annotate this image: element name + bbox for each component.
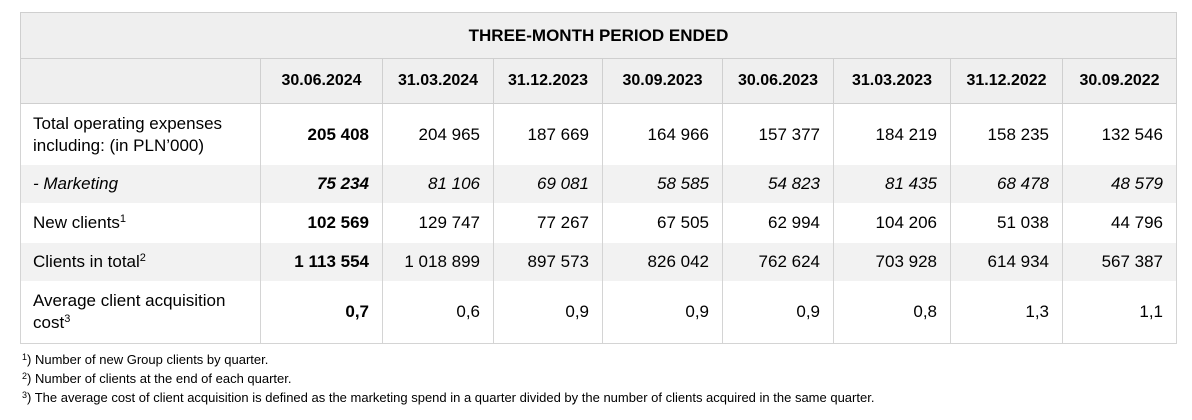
group-header-row: THREE-MONTH PERIOD ENDED: [19, 12, 1178, 59]
period-header-row: 30.06.2024 31.03.2024 31.12.2023 30.09.2…: [20, 58, 1178, 104]
footnote: 3) The average cost of client acquisitio…: [22, 388, 874, 407]
period-header: 30.09.2022: [1061, 58, 1178, 104]
footnote-ref: 3: [64, 313, 71, 325]
footnote: 2) Number of clients at the end of each …: [22, 369, 874, 388]
cell-value: 187 669: [493, 103, 603, 165]
period-header: 31.03.2023: [833, 58, 951, 104]
row-label-line1: Total operating expenses: [33, 113, 223, 133]
period-header: 31.03.2024: [382, 58, 494, 104]
cell-value: 205 408: [260, 103, 383, 165]
group-header: THREE-MONTH PERIOD ENDED: [19, 12, 1178, 59]
footnote-mark: 3: [22, 390, 28, 400]
cell-value: 567 387: [1061, 243, 1178, 281]
cell-value: 48 579: [1061, 165, 1178, 203]
footnotes: 1) Number of new Group clients by quarte…: [22, 350, 874, 407]
cell-value: 1 113 554: [260, 243, 383, 281]
cell-value: 75 234: [260, 165, 383, 203]
row-label: Average client acquisition cost3: [20, 281, 261, 344]
cell-value: 81 106: [382, 165, 494, 203]
cell-value: 129 747: [382, 203, 494, 243]
cell-value: 703 928: [833, 243, 951, 281]
cell-value: 0,7: [260, 281, 383, 344]
cell-value: 69 081: [493, 165, 603, 203]
row-label: New clients1: [20, 203, 261, 243]
cell-value: 102 569: [260, 203, 383, 243]
cell-value: 44 796: [1061, 203, 1178, 243]
row-label: Total operating expenses including: (in P…: [20, 103, 261, 165]
cell-value: 68 478: [950, 165, 1063, 203]
footnote-text: ) The average cost of client acquisition…: [27, 390, 875, 405]
row-new-clients: New clients1 102 569 129 747 77 267 67 5…: [20, 203, 1178, 243]
cell-value: 164 966: [602, 103, 723, 165]
cell-value: 104 206: [833, 203, 951, 243]
cell-value: 0,6: [382, 281, 494, 344]
empty-header-cell: [20, 58, 261, 104]
cell-value: 762 624: [722, 243, 834, 281]
footnote-ref: 1: [119, 213, 127, 225]
cell-value: 0,9: [722, 281, 834, 344]
row-label-line2: including: (in PLN’000): [33, 135, 205, 155]
cell-value: 58 585: [602, 165, 723, 203]
row-average-acquisition-cost: Average client acquisition cost3 0,7 0,6 …: [20, 281, 1178, 344]
row-total-operating-expenses: Total operating expenses including: (in P…: [20, 103, 1178, 165]
cell-value: 826 042: [602, 243, 723, 281]
row-clients-in-total: Clients in total2 1 113 554 1 018 899 89…: [20, 243, 1178, 281]
footnote-ref: 2: [139, 252, 146, 264]
cell-value: 614 934: [950, 243, 1063, 281]
cell-value: 184 219: [833, 103, 951, 165]
row-label-line2: cost: [33, 313, 65, 332]
cell-value: 204 965: [382, 103, 494, 165]
cell-value: 0,9: [493, 281, 603, 344]
cell-value: 0,9: [602, 281, 723, 344]
cell-value: 51 038: [950, 203, 1063, 243]
period-header: 30.06.2023: [722, 58, 834, 104]
footnote-mark: 2: [22, 371, 28, 381]
row-label: - Marketing: [20, 165, 261, 203]
cell-value: 67 505: [602, 203, 723, 243]
footnote: 1) Number of new Group clients by quarte…: [22, 350, 874, 369]
row-marketing: - Marketing 75 234 81 106 69 081 58 585 …: [20, 165, 1178, 203]
row-label-text: Clients in total: [33, 252, 140, 271]
footnote-mark: 1: [22, 352, 28, 362]
cell-value: 77 267: [493, 203, 603, 243]
row-label: Clients in total2: [20, 243, 261, 281]
cell-value: 1 018 899: [382, 243, 494, 281]
footnote-text: ) Number of clients at the end of each q…: [27, 371, 292, 386]
period-header: 31.12.2023: [493, 58, 603, 104]
row-label-line1: Average client acquisition: [33, 291, 226, 310]
cell-value: 132 546: [1061, 103, 1178, 165]
period-header: 30.09.2023: [602, 58, 723, 104]
cell-value: 158 235: [950, 103, 1063, 165]
cell-value: 1,3: [950, 281, 1063, 344]
cell-value: 0,8: [833, 281, 951, 344]
cell-value: 81 435: [833, 165, 951, 203]
cell-value: 897 573: [493, 243, 603, 281]
kpi-table: THREE-MONTH PERIOD ENDED 30.06.2024 31.0…: [19, 12, 1178, 344]
row-label-text: New clients: [33, 213, 120, 232]
period-header: 31.12.2022: [950, 58, 1063, 104]
cell-value: 54 823: [722, 165, 834, 203]
period-header: 30.06.2024: [260, 58, 383, 104]
cell-value: 1,1: [1061, 281, 1178, 344]
cell-value: 62 994: [722, 203, 834, 243]
cell-value: 157 377: [722, 103, 834, 165]
footnote-text: ) Number of new Group clients by quarter…: [27, 352, 269, 367]
